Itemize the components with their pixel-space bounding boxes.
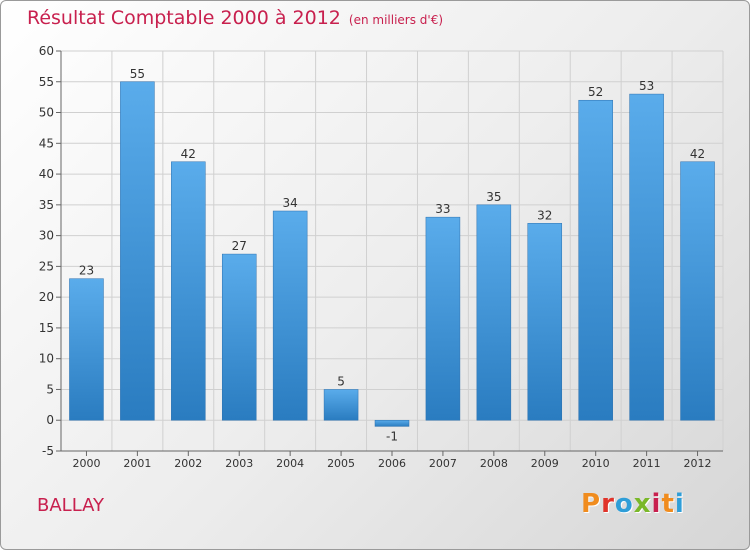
bar-value-label: 52: [588, 85, 603, 99]
x-tick-label: 2007: [429, 457, 457, 470]
y-tick-label: -5: [42, 444, 54, 458]
y-tick-label: 0: [46, 413, 54, 427]
axes: [56, 50, 723, 456]
x-tick-label: 2000: [72, 457, 100, 470]
bar-value-label: -1: [386, 429, 398, 443]
bar: [120, 81, 155, 421]
bar: [221, 253, 257, 421]
chart-title: Résultat Comptable 2000 à 2012 (en millie…: [27, 7, 443, 29]
bar: [425, 216, 461, 421]
bar-value-label: 33: [435, 202, 450, 216]
bar: [527, 223, 563, 421]
y-tick-label: 10: [39, 352, 54, 366]
y-tick-label: 25: [39, 259, 54, 273]
bar-value-label: 55: [130, 67, 145, 81]
bar-value-label: 23: [79, 264, 94, 278]
bar-value-label: 5: [337, 374, 345, 388]
y-tick-label: 55: [39, 75, 54, 89]
x-tick-label: 2004: [276, 457, 304, 470]
bar: [578, 99, 613, 421]
logo-letter: o: [614, 489, 634, 519]
logo-letter: r: [601, 489, 615, 519]
logo-letter: i: [674, 489, 685, 519]
x-tick-label: 2012: [684, 457, 712, 470]
bar-value-label: 53: [639, 79, 654, 93]
x-tick-label: 2006: [378, 457, 406, 470]
logo-letter: P: [581, 489, 602, 519]
bar-value-label: 32: [537, 208, 552, 222]
bar-value-label: 42: [181, 147, 196, 161]
y-tick-label: 45: [39, 136, 54, 150]
x-tick-label: 2009: [531, 457, 559, 470]
bar-value-label: 35: [486, 190, 501, 204]
bar: [323, 389, 359, 421]
y-tick-label: 20: [39, 290, 54, 304]
x-tick-label: 2003: [225, 457, 253, 470]
y-tick-label: 50: [39, 106, 54, 120]
y-tick-label: 30: [39, 229, 54, 243]
y-tick-label: 60: [39, 44, 54, 58]
bar-value-label: 27: [232, 239, 247, 253]
bar: [476, 204, 512, 421]
bar-value-label: 34: [283, 196, 298, 210]
logo-letter: t: [661, 489, 675, 519]
proxiti-logo[interactable]: Proxiti: [581, 489, 685, 519]
y-tick-label: 5: [46, 382, 54, 396]
grid-lines: [60, 50, 724, 452]
bars: [69, 81, 715, 427]
logo-letter: x: [633, 489, 652, 519]
x-tick-label: 2011: [633, 457, 661, 470]
x-tick-label: 2010: [582, 457, 610, 470]
bar: [374, 419, 410, 427]
y-tick-label: 40: [39, 167, 54, 181]
x-tick-label: 2008: [480, 457, 508, 470]
labels: -5 0 5 10 15 20 25 30 35 40 45 50 55 60 23 2000 55 2001 42…: [39, 44, 712, 470]
commune-name: BALLAY: [37, 495, 105, 516]
bar-value-label: 42: [690, 147, 705, 161]
bar: [171, 161, 206, 421]
bar: [272, 210, 308, 421]
bar: [69, 278, 104, 421]
y-tick-label: 35: [39, 198, 54, 212]
logo-letter: i: [651, 489, 662, 519]
bar: [680, 161, 715, 421]
x-tick-label: 2005: [327, 457, 355, 470]
bar: [629, 93, 664, 421]
chart-unit: (en milliers d'€): [348, 13, 444, 27]
x-tick-label: 2002: [174, 457, 202, 470]
y-tick-label: 15: [39, 321, 54, 335]
x-tick-label: 2001: [123, 457, 151, 470]
chart-title-text: Résultat Comptable 2000 à 2012: [27, 7, 341, 29]
